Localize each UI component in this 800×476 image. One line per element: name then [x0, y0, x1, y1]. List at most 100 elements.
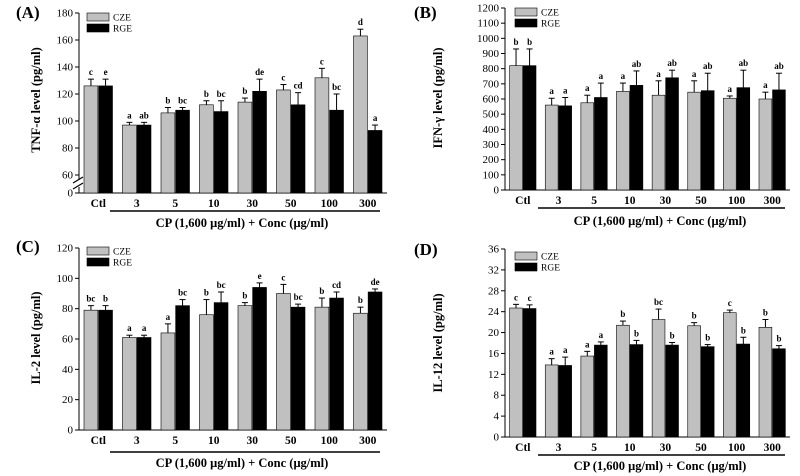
significance-label: b — [204, 89, 209, 99]
y-tick-label: 20 — [62, 394, 74, 406]
y-tick-label: 200 — [483, 154, 500, 166]
significance-label: ab — [739, 58, 749, 68]
axis-break-gap — [74, 180, 388, 187]
significance-label: b — [165, 96, 170, 106]
bar-rge — [329, 109, 344, 194]
significance-label: b — [358, 295, 363, 305]
significance-label: cd — [332, 280, 341, 290]
y-axis-label: IFN-γ level (pg/ml) — [431, 48, 445, 149]
significance-label: a — [127, 323, 132, 333]
legend-label: RGE — [113, 25, 132, 35]
bar-cze — [544, 104, 559, 191]
legend-label: CZE — [113, 248, 131, 258]
x-tick-label: 5 — [172, 198, 178, 210]
bar-rge — [329, 297, 344, 431]
bar-rge — [629, 344, 644, 438]
bar-rge — [252, 287, 267, 431]
bar-cze — [314, 306, 330, 431]
y-tick-label: 40 — [62, 364, 74, 376]
significance-label: b — [692, 311, 697, 321]
y-tick-label: 20 — [488, 327, 500, 339]
bar-cze — [616, 91, 630, 191]
significance-label: ab — [632, 59, 642, 69]
bar-rge — [700, 346, 715, 438]
y-tick-label: 100 — [57, 273, 74, 285]
y-tick-label: 500 — [483, 109, 500, 121]
significance-label: d — [358, 17, 363, 27]
bar-rge — [629, 85, 644, 191]
y-tick-label: 120 — [57, 243, 74, 255]
panel-a: (A) 0 60 80 100 120 140 160 180 TNF-α level (pg/m… — [16, 3, 388, 230]
panel-label: (B) — [414, 3, 437, 22]
y-tick-label: 36 — [488, 244, 500, 256]
x-tick-label: 3 — [134, 435, 140, 447]
significance-label: c — [281, 272, 285, 282]
significance-label: c — [728, 298, 732, 308]
x-tick-label: 30 — [660, 195, 672, 207]
y-tick-label: 100 — [483, 169, 500, 181]
x-tick-label: 10 — [208, 435, 220, 447]
x-tick-label: Ctl — [515, 442, 530, 454]
significance-label: b — [705, 333, 710, 343]
significance-label: de — [371, 277, 380, 287]
legend-swatch-rge — [514, 262, 538, 272]
bar-cze — [723, 312, 737, 438]
y-tick-label: 12 — [488, 369, 499, 381]
bar-cze — [122, 337, 137, 431]
y-tick-label: 140 — [57, 62, 74, 74]
panel-label: (A) — [16, 3, 40, 22]
bar-cze — [758, 327, 773, 438]
x-axis-label: CP (1,600 μg/ml) + Conc (μg/ml) — [156, 456, 329, 470]
x-tick-label: 300 — [359, 435, 377, 447]
x-tick-label: Ctl — [515, 195, 530, 207]
significance-label: b — [634, 328, 639, 338]
significance-label: bc — [86, 294, 95, 304]
y-tick-label: 0 — [68, 188, 74, 200]
legend-swatch-cze — [86, 12, 110, 22]
x-tick-label: 300 — [764, 195, 782, 207]
legend-label: RGE — [541, 20, 560, 30]
x-axis-label: CP (1,600 μg/ml) + Conc (μg/ml) — [574, 459, 747, 473]
significance-label: a — [373, 113, 378, 123]
bar-rge — [772, 348, 786, 438]
legend-label: RGE — [541, 264, 560, 274]
y-tick-label: 120 — [57, 89, 74, 101]
y-tick-label: 900 — [483, 48, 500, 60]
significance-label: a — [599, 71, 604, 81]
axis-break-mark — [72, 182, 84, 190]
x-tick-label: 100 — [321, 198, 339, 210]
bar-rge — [136, 124, 152, 194]
bar-cze — [353, 312, 368, 431]
significance-label: c — [281, 73, 285, 83]
legend-swatch-cze — [514, 7, 538, 17]
bar-cze — [509, 65, 523, 191]
x-tick-label: 100 — [728, 442, 746, 454]
y-tick-label: 600 — [483, 94, 500, 106]
significance-label: c — [89, 67, 93, 77]
significance-label: e — [258, 271, 262, 281]
y-tick-label: 16 — [488, 348, 500, 360]
panel-b: (B) 0 100 200 300 400 500 600 700 800 900 1000 1100 1… — [414, 3, 790, 228]
y-tick-label: 80 — [62, 303, 74, 315]
bar-rge — [665, 344, 679, 438]
bar-cze — [687, 91, 701, 191]
bar-cze — [580, 102, 595, 191]
bar-cze — [758, 98, 773, 191]
bar-cze — [353, 35, 368, 194]
x-tick-label: 30 — [247, 198, 259, 210]
x-tick-label: 100 — [728, 195, 746, 207]
significance-label: c — [514, 292, 518, 302]
bar-cze — [237, 305, 253, 431]
legend-label: CZE — [113, 14, 131, 24]
significance-label: a — [563, 345, 568, 355]
bar-cze — [199, 314, 214, 431]
y-tick-label: 0 — [494, 432, 500, 444]
significance-label: a — [563, 85, 568, 95]
y-tick-label: 80 — [62, 143, 74, 155]
bar-cze — [199, 104, 214, 194]
significance-label: ab — [703, 61, 713, 71]
y-tick-label: 0 — [494, 185, 500, 197]
x-tick-label: 10 — [208, 198, 220, 210]
